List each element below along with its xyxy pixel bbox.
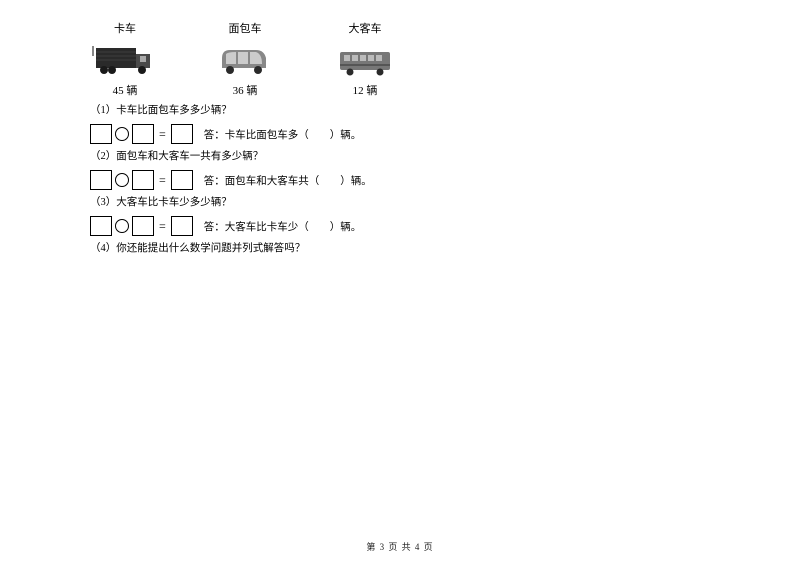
q2-result-box[interactable] xyxy=(171,170,193,190)
bus-count: 12 辆 xyxy=(353,82,378,98)
q3-operand2-box[interactable] xyxy=(132,216,154,236)
truck-count: 45 辆 xyxy=(113,82,138,98)
q2-prompt: （2）面包车和大客车一共有多少辆？ xyxy=(90,148,740,166)
q2-operand2-box[interactable] xyxy=(132,170,154,190)
q1-operand1-box[interactable] xyxy=(90,124,112,144)
q2-operator-circle[interactable] xyxy=(115,173,129,187)
q1-result-box[interactable] xyxy=(171,124,193,144)
q1-prompt: （1）卡车比面包车多多少辆？ xyxy=(90,102,740,120)
q3-operand1-box[interactable] xyxy=(90,216,112,236)
q2-answer: 答：面包车和大客车共（ ）辆。 xyxy=(204,173,372,188)
truck-label: 卡车 xyxy=(114,20,136,36)
q2-operand1-box[interactable] xyxy=(90,170,112,190)
q3-prompt: （3）大客车比卡车少多少辆？ xyxy=(90,194,740,212)
q4-prompt: （4）你还能提出什么数学问题并列式解答吗？ xyxy=(90,240,740,258)
truck-image xyxy=(90,40,160,80)
bus-image xyxy=(330,40,400,80)
question-block: （1）卡车比面包车多多少辆？ = 答：卡车比面包车多（ ）辆。 （2）面包车和大… xyxy=(90,102,740,258)
bus-label: 大客车 xyxy=(349,20,382,36)
q1-answer: 答：卡车比面包车多（ ）辆。 xyxy=(204,127,362,142)
van-image xyxy=(210,40,280,80)
page-footer: 第 3 页 共 4 页 xyxy=(0,540,800,553)
q3-answer: 答：大客车比卡车少（ ）辆。 xyxy=(204,219,362,234)
van-label: 面包车 xyxy=(229,20,262,36)
equals-sign: = xyxy=(159,173,166,188)
vehicle-van: 面包车 36 辆 xyxy=(210,20,280,98)
q1-equation: = 答：卡车比面包车多（ ）辆。 xyxy=(90,124,740,144)
equals-sign: = xyxy=(159,127,166,142)
van-count: 36 辆 xyxy=(233,82,258,98)
q3-equation: = 答：大客车比卡车少（ ）辆。 xyxy=(90,216,740,236)
vehicle-truck: 卡车 45 辆 xyxy=(90,20,160,98)
worksheet-content: 卡车 45 辆 面包车 xyxy=(0,0,800,258)
q3-operator-circle[interactable] xyxy=(115,219,129,233)
q1-operator-circle[interactable] xyxy=(115,127,129,141)
q3-result-box[interactable] xyxy=(171,216,193,236)
q1-operand2-box[interactable] xyxy=(132,124,154,144)
q2-equation: = 答：面包车和大客车共（ ）辆。 xyxy=(90,170,740,190)
vehicle-header-row: 卡车 45 辆 面包车 xyxy=(90,20,740,98)
vehicle-bus: 大客车 12 辆 xyxy=(330,20,400,98)
equals-sign: = xyxy=(159,219,166,234)
